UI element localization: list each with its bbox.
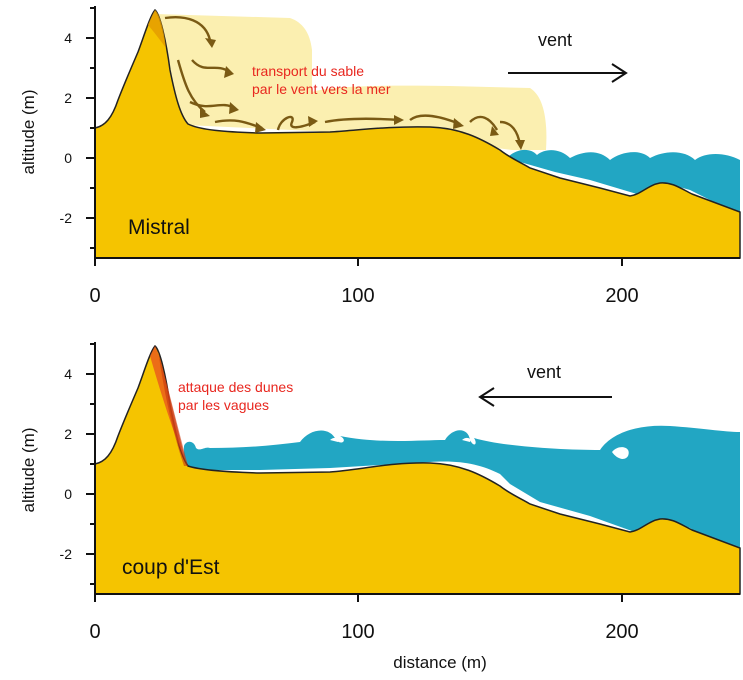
transport-arrow (469, 115, 499, 131)
x-axis-label: distance (m) (393, 653, 487, 672)
sea-water (183, 425, 740, 556)
y-tick-label: 0 (64, 486, 72, 502)
blown-sand-cloud (155, 14, 547, 150)
y-tick-label: 4 (64, 30, 72, 46)
annotation-line-1: transport du sable (252, 63, 364, 79)
wind-arrow-left (478, 387, 612, 407)
wave-crest (462, 437, 471, 442)
sand-profile (94, 8, 741, 259)
sand-profile (94, 344, 741, 595)
dune-crest-shade (148, 10, 166, 48)
wave-crests (330, 437, 629, 459)
annotation-line-1: attaque des dunes (178, 379, 293, 395)
x-tick-label: 0 (89, 285, 100, 307)
x-tick-label: 200 (605, 285, 638, 307)
wind-transport-arrowheads (200, 38, 525, 150)
panel-coup-d-est: attaque des dunes par les vagues vent co… (19, 342, 741, 672)
y-tick-label: -2 (60, 546, 73, 562)
x-axis (94, 257, 740, 266)
transport-arrow (164, 16, 212, 41)
wind-arrow-right (508, 63, 628, 83)
panel-label: coup d'Est (122, 556, 220, 579)
wind-label: vent (538, 30, 572, 50)
transport-arrow (176, 59, 206, 113)
y-axis (86, 342, 96, 594)
y-axis (86, 6, 96, 258)
annotation-line-2: par le vent vers la mer (252, 81, 391, 97)
eroded-dune-face (158, 350, 188, 466)
x-tick-label: 200 (605, 621, 638, 643)
y-axis-label: altitude (m) (19, 427, 38, 512)
transport-arrow (324, 117, 401, 124)
y-tick-label: 4 (64, 366, 72, 382)
y-tick-label: -2 (60, 210, 73, 226)
y-tick-label: 0 (64, 150, 72, 166)
x-axis (94, 593, 740, 602)
annotation-line-2: par les vagues (178, 397, 269, 413)
y-tick-label: 2 (64, 90, 72, 106)
sea-water (505, 149, 740, 215)
x-tick-label: 100 (341, 621, 374, 643)
panel-label: Mistral (128, 216, 190, 239)
y-tick-label: 2 (64, 426, 72, 442)
wave-crest (612, 447, 629, 459)
wave-crest (330, 437, 339, 442)
wind-label: vent (527, 362, 561, 382)
y-axis-label: altitude (m) (19, 89, 38, 174)
x-tick-label: 100 (341, 285, 374, 307)
panel-mistral: transport du sable par le vent vers la m… (19, 6, 741, 307)
transport-arrow (276, 115, 316, 131)
x-tick-label: 0 (89, 621, 100, 643)
